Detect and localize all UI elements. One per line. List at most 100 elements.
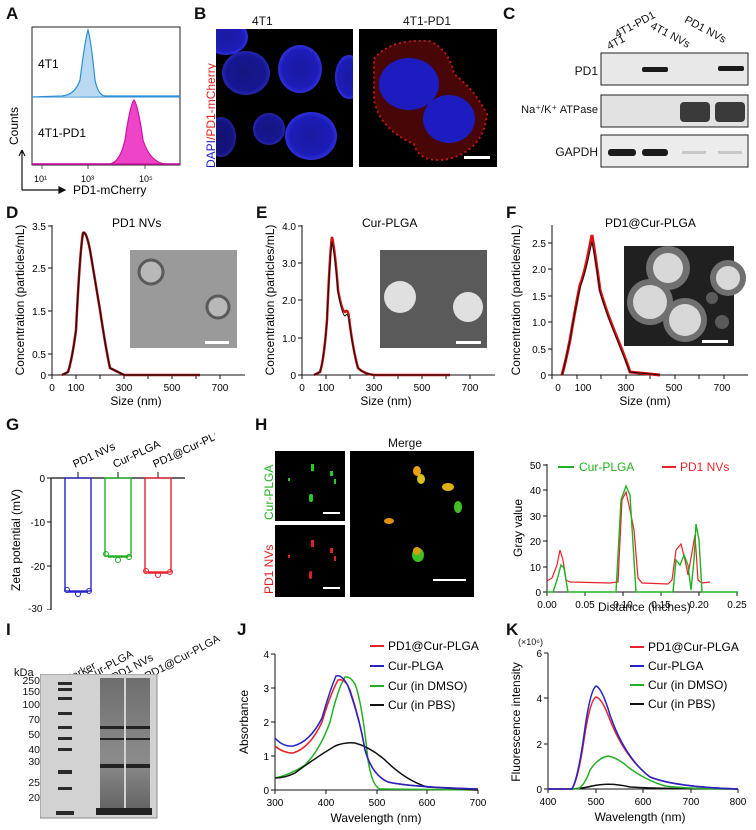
xtick: 300 xyxy=(116,383,133,394)
xtick: 500 xyxy=(588,797,605,808)
ytick: 2 xyxy=(536,740,542,751)
xtick: 300 xyxy=(267,798,284,809)
legend-label: Cur-PLGA xyxy=(388,659,443,673)
xtick: 700 xyxy=(683,797,700,808)
xtick: 700 xyxy=(462,383,479,394)
bar-pd1-nvs xyxy=(64,477,92,592)
flow-cytometry-histogram: 4T1 4T1-PD1 10¹ 10³ 10⁵ Counts PD1-mCher… xyxy=(7,26,181,197)
panel-label-f: F xyxy=(506,203,517,222)
panel-label-g: G xyxy=(6,415,20,434)
confocal-image-4t1-pd1 xyxy=(359,29,497,167)
ytick: 1 xyxy=(263,752,269,763)
x-axis-label: Wavelength (nm) xyxy=(331,811,422,825)
xtick: 0.20 xyxy=(689,600,709,611)
ytick: 1.5 xyxy=(32,307,46,318)
ytick: 2.0 xyxy=(532,265,546,276)
marker-70: 70 xyxy=(28,714,40,726)
xtick: 700 xyxy=(470,798,487,809)
ytick: 1.5 xyxy=(532,292,546,303)
xtick: 700 xyxy=(212,383,229,394)
marker-20: 20 xyxy=(28,792,40,804)
x-axis-label: Size (nm) xyxy=(110,394,161,408)
scale-bar xyxy=(702,340,728,343)
marker-50: 50 xyxy=(28,729,40,741)
marker-150: 150 xyxy=(22,686,40,698)
y-axis-label: Counts xyxy=(7,107,21,145)
confocal-image-4t1 xyxy=(216,29,353,167)
y-axis-label: Fluorescence intensity xyxy=(509,662,523,781)
blot-row-atpase: Na⁺/K⁺ ATPase xyxy=(521,104,598,116)
ytick: 2.5 xyxy=(532,239,546,250)
ytick: 0 xyxy=(540,371,546,382)
ytick: 0.5 xyxy=(32,350,46,361)
legend-label: Cur-PLGA xyxy=(579,460,634,474)
xtick: 0.00 xyxy=(537,600,557,611)
xtick: 100 xyxy=(68,383,85,394)
row-label-4t1: 4T1 xyxy=(38,57,59,71)
legend-label: Cur (in PBS) xyxy=(388,698,455,712)
row-label-pd1-nvs: PD1 NVs xyxy=(262,544,276,594)
merge-title: Merge xyxy=(387,436,422,450)
scale-bar xyxy=(205,341,229,344)
x-axis-label: Size (nm) xyxy=(619,394,670,408)
ytick: -20 xyxy=(31,562,46,573)
green-channel-image xyxy=(275,451,345,521)
ytick: 30 xyxy=(530,512,542,523)
chart-title: PD1@Cur-PLGA xyxy=(605,216,696,230)
xtick: 500 xyxy=(369,798,386,809)
xtick: 0.15 xyxy=(651,600,671,611)
legend-label: PD1 NVs xyxy=(680,460,729,474)
chart-j-absorbance: PD1@Cur-PLGA Cur-PLGA Cur (in DMSO) Cur … xyxy=(237,639,487,825)
ytick: 1.0 xyxy=(532,318,546,329)
chart-f: PD1@Cur-PLGA 0 0.5 1.0 1.5 2.0 2.5 0 100… xyxy=(509,216,748,408)
marker-30: 30 xyxy=(28,756,40,768)
x-axis-label: Distance (inches) xyxy=(598,600,691,614)
fluorescence-images xyxy=(275,451,474,597)
chart-title: PD1 NVs xyxy=(112,216,161,230)
xtick: 300 xyxy=(618,383,635,394)
chart-title: Cur-PLGA xyxy=(362,216,417,230)
ytick: 1.0 xyxy=(282,334,296,345)
xtick: 800 xyxy=(730,797,747,808)
legend-label: Cur (in DMSO) xyxy=(648,678,727,692)
ytick: 40 xyxy=(530,486,542,497)
ytick: 50 xyxy=(530,461,542,472)
xtick: 500 xyxy=(666,383,683,394)
ytick: 0 xyxy=(39,474,45,485)
y-axis-label: Zeta potential (mV) xyxy=(9,489,23,591)
xtick: 100 xyxy=(575,383,592,394)
row-label-4t1-pd1: 4T1-PD1 xyxy=(38,126,86,140)
legend-label: PD1@Cur-PLGA xyxy=(648,640,739,654)
marker-40: 40 xyxy=(28,744,40,756)
ytick: 2.0 xyxy=(282,296,296,307)
bar-cur-plga xyxy=(104,477,132,557)
ytick: 3.5 xyxy=(32,222,46,233)
y-axis-label: Concentration (particles/mL) xyxy=(263,225,277,376)
red-channel-image xyxy=(275,525,345,597)
row-label-cur-plga: Cur-PLGA xyxy=(262,464,276,520)
western-blot xyxy=(600,52,749,168)
xtick: 500 xyxy=(414,383,431,394)
y-arrow-icon xyxy=(18,149,26,190)
ytick: 0 xyxy=(290,371,296,382)
y-multiplier: (×10⁶) xyxy=(518,637,543,647)
xtick: 0.05 xyxy=(575,600,595,611)
panel-label-c: C xyxy=(503,4,516,23)
image-title-4t1-pd1: 4T1-PD1 xyxy=(403,14,452,28)
ytick: -10 xyxy=(31,518,46,529)
xtick: 300 xyxy=(366,383,383,394)
xtick: 0 xyxy=(299,383,305,394)
xtick: 700 xyxy=(714,383,731,394)
blot-row-pd1: PD1 xyxy=(574,64,598,78)
panel-label-h: H xyxy=(255,415,268,434)
ytick: 10 xyxy=(530,563,542,574)
ytick: 3 xyxy=(263,684,269,695)
marker-100: 100 xyxy=(22,699,40,711)
chart-k-fluorescence: PD1@Cur-PLGA Cur-PLGA Cur (in DMSO) Cur … xyxy=(509,640,747,824)
panel-label-d: D xyxy=(6,203,19,222)
ytick: 0 xyxy=(536,785,542,796)
xtick: 100 xyxy=(318,383,335,394)
category-label: PD1 NVs xyxy=(71,441,118,471)
panel-label-e: E xyxy=(256,203,268,222)
ytick: 4 xyxy=(536,694,542,705)
